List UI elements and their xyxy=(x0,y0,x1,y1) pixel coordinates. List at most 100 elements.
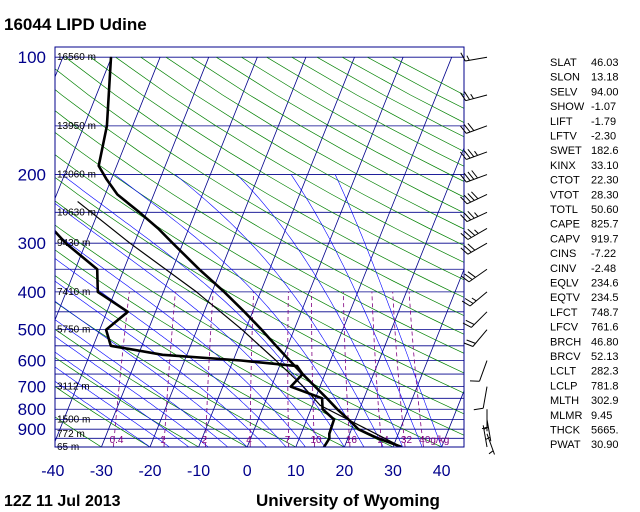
index-value: 302.9 xyxy=(591,395,619,407)
index-value: 234.5 xyxy=(591,292,619,304)
temperature-line-point xyxy=(275,345,277,347)
isotherm-line xyxy=(55,57,112,200)
parcel-path-line-point xyxy=(241,329,243,331)
wind-barb xyxy=(460,228,488,240)
parcel-path-line-point xyxy=(77,201,79,203)
wind-barb-half-flag xyxy=(474,150,479,156)
dry-adiabat-line xyxy=(55,154,464,394)
pressure-tick-label: 900 xyxy=(18,420,46,439)
dewpoint-line-point xyxy=(110,345,112,347)
dewpoint-line-point xyxy=(240,359,242,362)
index-key: TOTL xyxy=(550,204,578,216)
wind-barb-staff xyxy=(482,386,488,409)
wind-barb-staff xyxy=(486,433,495,455)
wind-barb-flag xyxy=(467,271,476,278)
index-value: 28.30 xyxy=(591,189,619,201)
wind-barb-flag xyxy=(463,245,472,253)
index-key: SLON xyxy=(550,72,580,84)
mixing-ratio-label: 0.4 xyxy=(110,435,124,446)
temperature-line-point xyxy=(98,165,100,167)
temperature-line xyxy=(97,57,403,447)
wind-barb-flag xyxy=(460,151,467,160)
index-value: -1.07 xyxy=(591,101,616,113)
index-value: 182.6 xyxy=(591,145,619,157)
dewpoint-line-point xyxy=(162,354,164,356)
moist-adiabat-line xyxy=(61,174,345,447)
wind-barb xyxy=(460,242,488,255)
moist-adiabat-line xyxy=(55,351,190,447)
temperature-line-point xyxy=(302,373,304,375)
dry-adiabat-line xyxy=(165,56,464,230)
index-key: VTOT xyxy=(550,189,579,201)
index-value: 761.6 xyxy=(591,322,619,334)
mixing-ratio-line xyxy=(113,291,130,447)
index-key: BRCH xyxy=(550,336,581,348)
index-value: 22.30 xyxy=(591,175,619,187)
mixing-ratio-line xyxy=(371,291,383,447)
temperature-tick-label: 20 xyxy=(336,463,354,480)
temperature-line-point xyxy=(261,329,263,331)
wind-barb-half-flag xyxy=(471,297,477,302)
dry-adiabat-line xyxy=(55,89,464,335)
isotherm-line xyxy=(0,57,14,447)
index-value: 234.6 xyxy=(591,278,619,290)
height-label: 772 m xyxy=(57,429,85,440)
index-key: SWET xyxy=(550,145,582,157)
dry-adiabat-line xyxy=(55,275,345,447)
temperature-line-point xyxy=(377,437,379,439)
wind-barb xyxy=(460,210,488,223)
moist-adiabat-line xyxy=(114,174,365,447)
dry-adiabat-line xyxy=(90,56,464,281)
wind-barb-half-flag xyxy=(474,212,479,217)
temperature-line-point xyxy=(326,397,328,399)
temperature-line-point xyxy=(223,291,225,293)
wind-barb-staff xyxy=(468,268,488,283)
dewpoint-line-point xyxy=(105,329,107,331)
wind-barb-flag xyxy=(463,212,472,221)
temperature-line-point xyxy=(336,408,338,410)
temperature-line-point xyxy=(110,56,112,58)
wind-barb xyxy=(460,122,488,134)
index-key: MLMR xyxy=(550,410,582,422)
mixing-ratio-label: 16 xyxy=(346,435,358,446)
height-labels: 16560 m 13950 m 12060 m 10630 m 9430 m 7410 m… xyxy=(57,52,96,453)
temperature-line-point xyxy=(157,227,159,230)
parcel-path-line-point xyxy=(319,404,321,406)
wind-barb-flag xyxy=(467,122,475,131)
dry-adiabat-line xyxy=(55,177,464,415)
temperature-line-point xyxy=(198,268,200,270)
dewpoint-line-point xyxy=(328,437,330,439)
index-key: LCLT xyxy=(550,366,576,378)
wind-barb-half-flag xyxy=(485,436,491,441)
pressure-tick-label: 100 xyxy=(18,48,46,67)
dewpoint-line-point xyxy=(290,386,292,388)
moist-adiabat-line xyxy=(55,280,267,447)
index-key: KINX xyxy=(550,160,576,172)
temperature-line-point xyxy=(357,428,359,430)
isotherm-line xyxy=(392,268,464,447)
mixing-ratio-line xyxy=(205,291,214,447)
parcel-path-line-point xyxy=(195,291,198,293)
index-value: -2.30 xyxy=(591,131,616,143)
wind-barb-flag xyxy=(460,214,468,222)
pressure-tick-label: 400 xyxy=(18,283,46,302)
dry-adiabat-line xyxy=(241,56,464,182)
wind-barb-half-flag xyxy=(481,426,488,430)
index-value: 94.00 xyxy=(591,86,619,98)
height-label: 3112 m xyxy=(57,382,90,393)
wind-barb-half-flag xyxy=(488,450,494,455)
height-label: 1500 m xyxy=(57,415,90,426)
data-source: University of Wyoming xyxy=(256,491,440,510)
dewpoint-line-point xyxy=(65,242,67,244)
wind-barb xyxy=(460,191,488,205)
wind-barb-half-flag xyxy=(483,426,489,430)
dry-adiabat-line xyxy=(140,56,464,246)
index-key: SLAT xyxy=(550,57,577,69)
mixing-ratio-line xyxy=(163,291,176,447)
wind-barb xyxy=(460,148,488,160)
diagram-grid xyxy=(0,56,464,447)
wind-barb xyxy=(463,329,488,347)
wind-barb-flag xyxy=(465,319,475,326)
